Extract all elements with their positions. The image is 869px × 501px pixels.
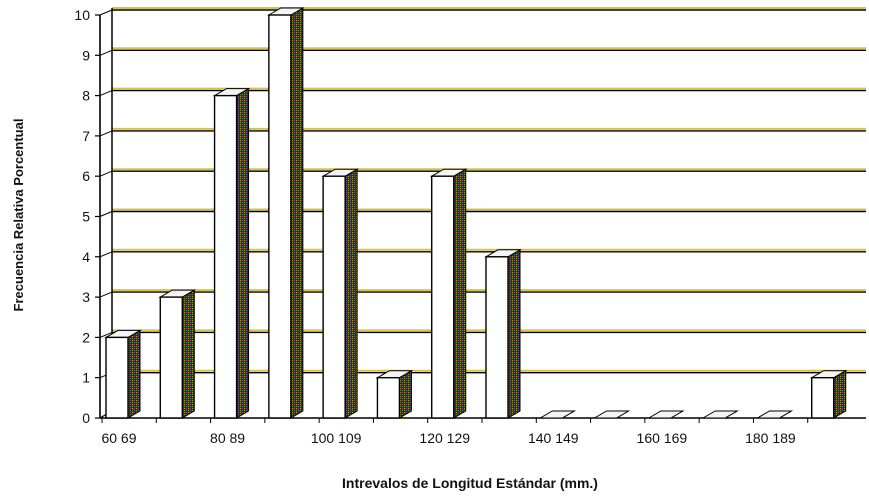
bar	[538, 410, 577, 419]
x-tick-label: 60 69	[101, 430, 136, 446]
bar	[809, 369, 848, 419]
bar-side	[181, 289, 195, 419]
axes	[95, 8, 866, 423]
bar	[104, 329, 142, 419]
bar	[701, 410, 739, 419]
bar-top	[647, 410, 685, 419]
bar-side	[398, 369, 412, 419]
x-axis-title: Intrevalos de Longitud Estándar (mm.)	[342, 475, 598, 491]
bar	[212, 87, 251, 419]
y-tick-labels: 0 1 2 3 4 5 6 7 8 9 10	[74, 7, 90, 426]
bar-front	[268, 14, 292, 419]
bar	[647, 410, 685, 419]
x-tick-label: 100 109	[311, 430, 362, 446]
gridline-depth	[99, 251, 113, 258]
y-tick-label: 1	[82, 370, 90, 386]
bar	[592, 410, 631, 419]
y-tick-label: 5	[82, 209, 90, 225]
gridline-depth	[99, 49, 113, 56]
bar-front	[159, 296, 183, 419]
bar-front	[376, 377, 401, 419]
bar	[429, 168, 468, 419]
gridline-depth	[99, 90, 113, 97]
y-tick-label: 4	[82, 249, 90, 265]
y-axis-title: Frecuencia Relativa Porcentual	[11, 119, 26, 312]
x-tick-label: 140 149	[528, 430, 579, 446]
y-tick-label: 6	[82, 168, 90, 184]
bar-side	[236, 87, 250, 419]
gridline-depth	[99, 331, 113, 338]
y-tick-label: 2	[82, 329, 90, 345]
gridline-depth	[99, 9, 113, 16]
gridline-depth	[99, 130, 113, 137]
bar	[267, 7, 305, 419]
bar-side	[507, 248, 521, 419]
y-tick-label: 3	[82, 289, 90, 305]
bar-top	[755, 410, 794, 419]
bar	[158, 289, 197, 419]
bar-side	[453, 168, 467, 419]
gridline-depth	[99, 170, 113, 177]
bar-side	[833, 369, 847, 419]
gridline-depth	[99, 291, 113, 298]
bar-top	[538, 410, 577, 419]
y-tick-label: 9	[82, 47, 90, 63]
x-tick-label: 160 169	[637, 430, 688, 446]
x-tick-label: 180 189	[745, 430, 796, 446]
x-tick-labels: 60 69 80 89 100 109 120 129 140 149 160 169 18…	[101, 430, 795, 446]
bar	[484, 248, 522, 419]
bar-top	[592, 410, 631, 419]
x-tick-label: 80 89	[210, 430, 245, 446]
bar	[755, 410, 794, 419]
y-tick-label: 0	[82, 410, 90, 426]
bar-top	[701, 410, 739, 419]
bar	[375, 369, 414, 419]
y-tick-label: 10	[74, 7, 90, 23]
bar-front	[431, 175, 455, 419]
bar	[321, 168, 359, 419]
bar-front	[213, 94, 238, 419]
x-tick-label: 120 129	[419, 430, 470, 446]
bar-side	[127, 329, 141, 419]
bar-front	[105, 336, 129, 419]
bar-front	[811, 377, 835, 419]
gridline-depth	[99, 211, 113, 217]
bar-side	[290, 7, 304, 419]
bars	[104, 7, 848, 419]
bar-side	[344, 168, 358, 419]
y-tick-label: 8	[82, 88, 90, 104]
bar-front	[485, 256, 509, 419]
y-tick-label: 7	[82, 128, 90, 144]
bar-front	[322, 175, 346, 419]
